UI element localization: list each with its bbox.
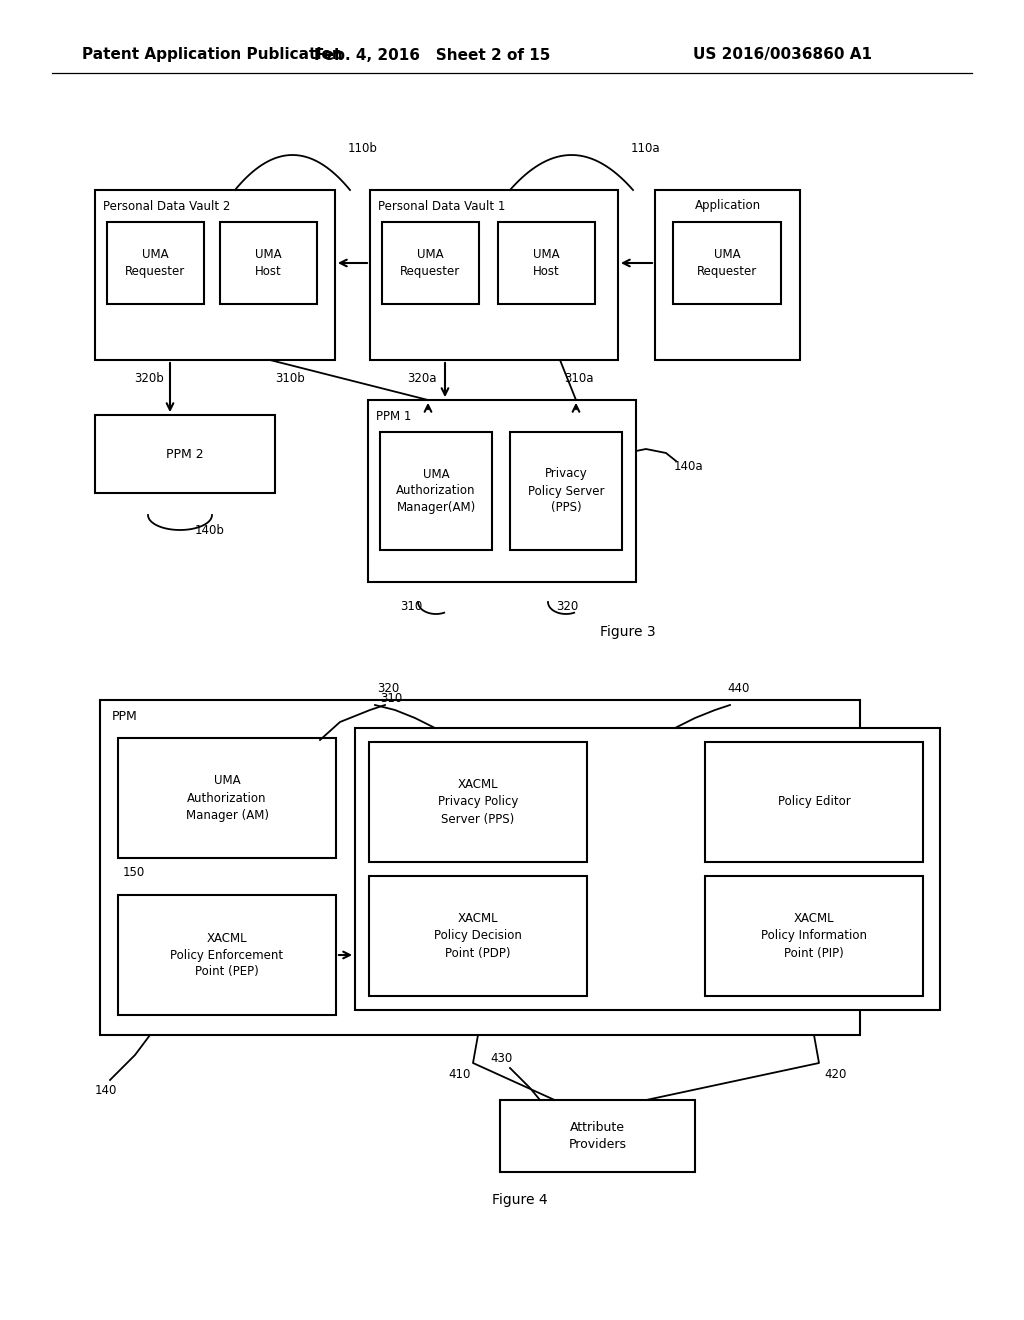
Bar [655,190,800,360]
Text: UMA
Requester: UMA Requester [400,248,460,279]
Bar [369,742,587,862]
Bar [510,432,622,550]
Bar [673,222,781,304]
Bar [95,190,335,360]
Text: 320: 320 [377,681,399,694]
Text: UMA
Host: UMA Host [255,248,282,279]
Text: 310: 310 [380,692,402,705]
Text: PPM 2: PPM 2 [166,447,204,461]
Bar [380,432,492,550]
Bar [500,1100,695,1172]
Text: Privacy
Policy Server
(PPS): Privacy Policy Server (PPS) [527,467,604,515]
Text: 310b: 310b [275,371,305,384]
Text: XACML
Policy Decision
Point (PDP): XACML Policy Decision Point (PDP) [434,912,522,960]
Text: UMA
Host: UMA Host [532,248,559,279]
Text: US 2016/0036860 A1: US 2016/0036860 A1 [693,48,872,62]
Bar [382,222,479,304]
Bar [106,222,204,304]
Text: 320: 320 [556,601,579,614]
Text: 410: 410 [449,1068,470,1081]
Text: Personal Data Vault 1: Personal Data Vault 1 [378,199,506,213]
Text: Application: Application [694,199,761,213]
Text: 430: 430 [490,1052,512,1064]
Bar [95,414,275,492]
Text: 110a: 110a [631,141,660,154]
Text: Personal Data Vault 2: Personal Data Vault 2 [103,199,230,213]
Bar [705,876,923,997]
Bar [100,700,860,1035]
Text: Feb. 4, 2016   Sheet 2 of 15: Feb. 4, 2016 Sheet 2 of 15 [313,48,550,62]
Bar [498,222,595,304]
Bar [355,729,940,1010]
Bar [220,222,317,304]
Bar [368,400,636,582]
Text: XACML
Privacy Policy
Server (PPS): XACML Privacy Policy Server (PPS) [438,779,518,825]
Text: XACML
Policy Enforcement
Point (PEP): XACML Policy Enforcement Point (PEP) [170,932,284,978]
Text: XACML
Policy Information
Point (PIP): XACML Policy Information Point (PIP) [761,912,867,960]
Text: 310: 310 [400,601,422,614]
Text: Figure 4: Figure 4 [493,1193,548,1206]
Text: UMA
Requester: UMA Requester [697,248,757,279]
Text: UMA
Authorization
Manager (AM): UMA Authorization Manager (AM) [185,775,268,821]
Text: 140b: 140b [195,524,225,537]
Text: 140a: 140a [674,459,703,473]
Text: 110b: 110b [348,141,378,154]
Text: UMA
Requester: UMA Requester [125,248,185,279]
Text: Attribute
Providers: Attribute Providers [568,1121,627,1151]
Bar [370,190,618,360]
Text: 320b: 320b [134,371,164,384]
Text: Policy Editor: Policy Editor [777,796,850,808]
Bar [118,738,336,858]
Bar [118,895,336,1015]
Text: 320a: 320a [407,371,436,384]
Text: UMA
Authorization
Manager(AM): UMA Authorization Manager(AM) [396,467,476,515]
Text: Figure 3: Figure 3 [600,624,655,639]
Text: 440: 440 [727,681,750,694]
Text: 310a: 310a [564,371,594,384]
Text: 140: 140 [95,1084,118,1097]
Bar [369,876,587,997]
Bar [705,742,923,862]
Text: 420: 420 [824,1068,847,1081]
Text: PPM 1: PPM 1 [376,409,412,422]
Text: Patent Application Publication: Patent Application Publication [82,48,343,62]
Text: PPM: PPM [112,710,138,722]
Text: 150: 150 [123,866,145,879]
